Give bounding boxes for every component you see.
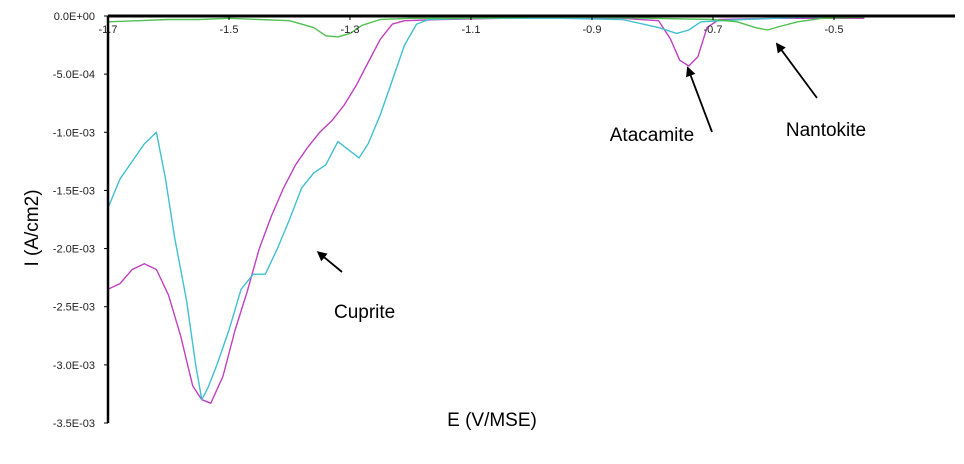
annotation-label: Nantokite <box>786 120 866 141</box>
x-tick-label: -1.3 <box>341 24 360 36</box>
x-tick-label: -0.9 <box>583 24 602 36</box>
y-tick-label: -2.5E-03 <box>53 302 95 314</box>
y-tick-label: -1.5E-03 <box>53 185 95 197</box>
annotation-arrow <box>316 251 343 273</box>
y-tick-label: 0.0E+00 <box>54 11 95 23</box>
annotation-arrow <box>686 66 713 133</box>
x-tick-label: -1.1 <box>462 24 481 36</box>
series-line-2 <box>107 16 865 401</box>
x-tick-label: -0.7 <box>704 24 723 36</box>
x-tick-label: -1.7 <box>99 24 118 36</box>
y-tick-label: -3.5E-03 <box>53 418 95 430</box>
series-line-1 <box>107 17 865 404</box>
series-line-3 <box>107 16 865 38</box>
annotation-label: Cuprite <box>334 302 395 323</box>
x-tick-label: -1.5 <box>220 24 239 36</box>
x-tick-label: -0.5 <box>825 24 844 36</box>
annotation-arrow <box>775 42 818 99</box>
y-tick-label: -1.0E-03 <box>53 127 95 139</box>
annotation-label: Atacamite <box>610 125 694 146</box>
y-tick-label: -2.0E-03 <box>53 244 95 256</box>
x-axis-title: E (V/MSE) <box>447 410 537 431</box>
y-axis-title: I (A/cm2) <box>22 189 43 266</box>
y-tick-label: -3.0E-03 <box>53 360 95 372</box>
y-tick-label: -5.0E-04 <box>53 69 95 81</box>
